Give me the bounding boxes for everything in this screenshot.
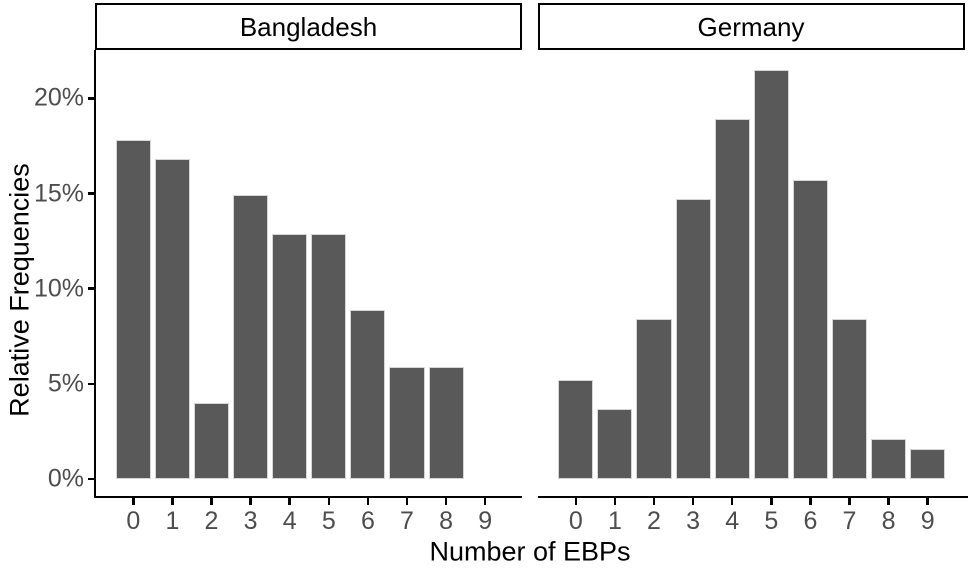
bar-bangladesh-8 (428, 366, 464, 479)
bar-bangladesh-0 (115, 140, 151, 479)
facet-strip-germany: Germany (537, 3, 965, 50)
x-tick-mark (444, 498, 448, 505)
x-tick-mark (926, 498, 929, 505)
bar-germany-2 (636, 319, 672, 479)
panel-bangladesh (95, 50, 522, 479)
x-tick-mark (288, 498, 291, 505)
bar-germany-9 (910, 448, 946, 479)
x-tick-label: 3 (686, 507, 701, 535)
bar-bangladesh-4 (272, 233, 308, 479)
x-axis-title: Number of EBPs (429, 536, 631, 567)
x-tick-mark (574, 498, 578, 505)
y-tick-label: 0% (47, 464, 84, 493)
x-tick-label: 5 (764, 507, 779, 535)
y-tick-label: 10% (33, 274, 84, 303)
x-tick-mark (171, 498, 174, 505)
bar-bangladesh-2 (193, 402, 230, 479)
bar-germany-1 (597, 408, 633, 479)
x-tick-label: 1 (607, 507, 622, 535)
bar-bangladesh-3 (233, 195, 269, 479)
y-axis-line (93, 50, 96, 498)
x-tick-mark (887, 498, 890, 505)
bar-bangladesh-1 (154, 159, 190, 479)
bar-germany-0 (558, 380, 594, 479)
y-tick-label: 5% (47, 369, 84, 398)
x-tick-label: 0 (126, 507, 141, 535)
x-tick-label: 6 (803, 507, 818, 535)
x-tick-mark (327, 498, 331, 505)
panel-germany (538, 50, 965, 479)
x-tick-label: 7 (400, 507, 414, 535)
bar-germany-7 (831, 319, 868, 479)
x-tick-label: 8 (439, 507, 454, 535)
bar-bangladesh-6 (350, 309, 386, 479)
y-tick-mark (87, 477, 94, 481)
x-tick-mark (691, 498, 695, 505)
facet-strip-bangladesh: Bangladesh (95, 3, 522, 50)
x-axis-line-bangladesh (93, 495, 522, 498)
bar-bangladesh-7 (389, 366, 425, 479)
x-tick-mark (848, 498, 851, 505)
y-tick-mark (87, 192, 94, 195)
bar-germany-3 (675, 199, 711, 479)
x-tick-mark (210, 498, 213, 505)
x-tick-mark (809, 498, 812, 505)
bar-germany-8 (871, 439, 907, 479)
x-tick-label: 5 (321, 507, 336, 535)
x-tick-label: 7 (842, 507, 857, 535)
x-tick-mark (405, 498, 409, 505)
facet-strip-label: Bangladesh (239, 11, 378, 42)
y-tick-label: 20% (33, 83, 84, 112)
x-tick-mark (652, 498, 656, 505)
x-tick-mark (366, 498, 370, 505)
y-tick-mark (87, 287, 94, 290)
x-tick-mark (249, 498, 252, 505)
x-tick-mark (770, 498, 773, 505)
y-tick-mark (87, 97, 94, 100)
x-tick-label: 3 (243, 507, 258, 535)
x-tick-label: 0 (568, 507, 583, 535)
x-tick-label: 4 (282, 507, 297, 535)
x-tick-mark (483, 498, 487, 505)
x-tick-label: 8 (881, 507, 896, 535)
bar-germany-6 (792, 180, 828, 479)
x-tick-label: 2 (647, 507, 661, 535)
bar-bangladesh-5 (311, 233, 347, 479)
x-tick-label: 2 (204, 507, 219, 535)
bar-germany-4 (714, 119, 750, 479)
x-tick-label: 1 (165, 507, 180, 535)
bar-germany-5 (753, 69, 789, 479)
y-tick-mark (87, 382, 94, 386)
x-tick-label: 9 (920, 507, 935, 535)
x-tick-mark (613, 498, 617, 505)
x-tick-label: 6 (360, 507, 375, 535)
x-axis-line-germany (537, 495, 968, 498)
x-tick-mark (132, 498, 135, 505)
facet-strip-label: Germany (697, 11, 805, 42)
x-tick-label: 4 (725, 507, 740, 535)
y-tick-label: 15% (33, 179, 84, 208)
x-tick-label: 9 (478, 507, 493, 535)
x-tick-mark (730, 498, 734, 505)
